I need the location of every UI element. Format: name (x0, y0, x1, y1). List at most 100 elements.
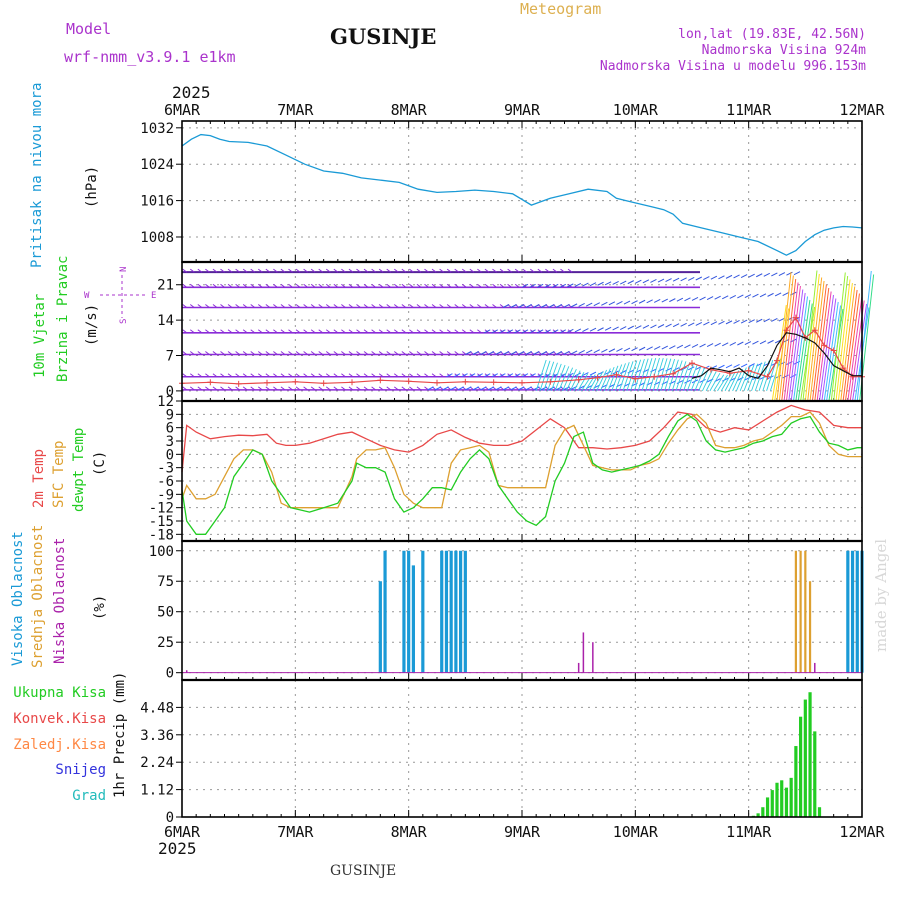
wind-barb (401, 329, 407, 334)
temp-dewpt-label: dewpt Temp (71, 428, 87, 512)
wind-barb (325, 386, 331, 391)
wind-barb (548, 351, 555, 355)
wind-barb (257, 373, 263, 378)
wind-barb (386, 386, 392, 391)
wind-barb (507, 283, 512, 288)
wind-barb (592, 371, 604, 392)
wind-barb (547, 362, 558, 392)
wind-barb (555, 304, 563, 308)
y-tick-label: 1024 (140, 157, 174, 173)
wind-speed-marker (235, 380, 242, 387)
wind-barb (356, 304, 361, 308)
wind-barb (401, 304, 407, 308)
wind-barb (814, 287, 830, 402)
credit-label: made by Angel (872, 539, 890, 652)
wind-barb (740, 319, 748, 324)
cloud-bar (383, 550, 387, 673)
cloud-bar (846, 550, 850, 673)
wind-barb (416, 304, 422, 308)
wind-barb (318, 329, 324, 334)
wind-barb (325, 329, 331, 334)
wind-barb (691, 296, 699, 301)
wind-barb (664, 359, 676, 392)
wind-barb (295, 373, 301, 378)
wind-barb (675, 361, 687, 392)
cloud-bar (411, 565, 415, 673)
wind-barb (729, 294, 737, 299)
wind-barb (567, 372, 574, 377)
wind-barb (371, 304, 376, 308)
wind-barb (250, 304, 256, 308)
wind-barb (548, 386, 555, 391)
wind-barb (737, 294, 744, 299)
wind-barb (189, 386, 195, 391)
wind-barb (837, 282, 853, 402)
wind-barb (646, 346, 653, 351)
wind-barb (763, 272, 771, 277)
wind-barb (525, 386, 533, 391)
wind-barb (371, 351, 376, 355)
wind-barb (386, 268, 392, 273)
wind-barb (499, 283, 505, 288)
wind-barb (205, 329, 210, 334)
wind-barb (273, 268, 278, 273)
wind-barb (273, 329, 278, 334)
wind-barb (778, 272, 786, 276)
wind-barb (714, 342, 721, 347)
y-tick-label: 100 (149, 544, 174, 560)
wind-barb (220, 268, 225, 273)
wind-barb (665, 367, 672, 372)
wind-barb (802, 270, 818, 402)
wind-barb (574, 283, 582, 287)
wind-barb (705, 371, 717, 392)
precip-bar (780, 780, 784, 817)
wind-barb (550, 363, 562, 392)
wind-barb (250, 283, 256, 288)
wind-barb (533, 351, 540, 355)
wind-barb (288, 304, 293, 308)
model-altitude-label: Nadmorska Visina u modelu 996.153m (600, 59, 866, 74)
wind-barb (378, 373, 384, 378)
wind-barb (303, 304, 308, 308)
wind-barb (789, 374, 797, 378)
wind-barb (484, 304, 490, 308)
precip-legend: Ukupna Kisa Konvek.Kisa Zaledj.Kisa Snijeg G… (13, 685, 106, 804)
wind-speed-marker (670, 370, 677, 377)
wind-barb (484, 283, 490, 288)
wind-barb (785, 285, 801, 402)
wind-barb (280, 283, 286, 288)
wind-barb (521, 329, 529, 334)
wind-barb (220, 329, 225, 334)
wind-barb (341, 373, 346, 378)
wind-barb (220, 373, 225, 378)
wind-barb (487, 351, 495, 355)
y-tick-label: 12 (157, 394, 174, 410)
wind-barb (242, 268, 248, 273)
wind-barb (480, 351, 487, 355)
wind-barb (793, 296, 809, 402)
wind-barb (642, 279, 650, 284)
wind-barb (409, 304, 414, 308)
wind-barb (446, 329, 452, 334)
wind-barb (612, 326, 619, 331)
wind-barb (635, 325, 642, 330)
wind-barb (265, 304, 271, 308)
wind-barb (698, 368, 710, 392)
cloud-bar (402, 550, 406, 673)
wind-barb (502, 386, 510, 391)
wind-barb (755, 318, 763, 323)
wind-barb (348, 329, 354, 334)
wind-barb (393, 304, 399, 308)
wind-barb (767, 292, 774, 297)
wind-barb (333, 386, 339, 391)
wind-barb (752, 293, 759, 298)
wind-barb (439, 351, 444, 355)
wind-barb (589, 327, 597, 332)
wind-barb (189, 304, 195, 308)
wind-barb (821, 298, 837, 402)
wind-barb (539, 360, 551, 392)
wind-barb (409, 386, 414, 391)
wind-barb (461, 304, 467, 308)
wind-barb (227, 283, 233, 288)
